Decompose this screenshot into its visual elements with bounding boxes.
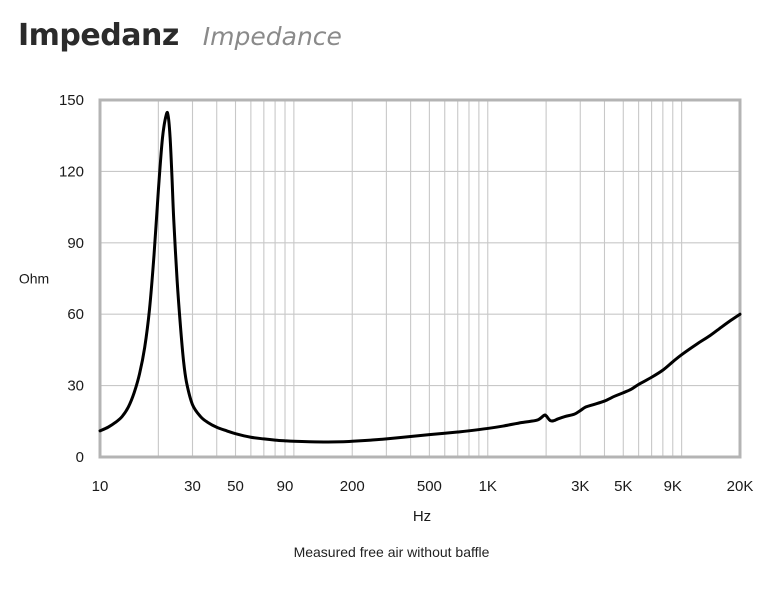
series-layer: [98, 110, 742, 444]
x-tick-label: 20K: [727, 478, 754, 495]
x-tick-label: 50: [227, 478, 244, 495]
x-tick-label: 1K: [479, 478, 497, 495]
x-tick-label: 90: [277, 478, 294, 495]
x-tick-label: 9K: [664, 478, 682, 495]
y-tick-label: 120: [59, 163, 84, 180]
grid-layer: [100, 100, 740, 457]
x-tick-label: 200: [340, 478, 365, 495]
y-tick-label: 150: [59, 92, 84, 109]
x-tick-label: 3K: [571, 478, 589, 495]
x-axis-label: Hz: [413, 508, 431, 525]
chart-caption: Measured free air without baffle: [293, 544, 490, 560]
chart-title: Impedanz: [18, 18, 179, 53]
x-tick-label: 30: [184, 478, 201, 495]
y-tick-label: 0: [76, 449, 84, 466]
x-tick-label: 10: [92, 478, 109, 495]
impedance-curve: [98, 110, 742, 444]
title-row: Impedanz Impedance: [18, 18, 342, 62]
plot-frame: [98, 98, 742, 459]
y-tick-label: 90: [67, 235, 84, 252]
x-axis-ticks: 10 30 50 90 200 500 1K 3K 5K 9K 20K: [92, 478, 754, 495]
y-tick-label: 30: [67, 378, 84, 395]
chart-subtitle: Impedance: [202, 22, 342, 51]
y-axis-ticks: 0 30 60 90 120 150: [59, 92, 84, 466]
y-tick-label: 60: [67, 306, 84, 323]
x-tick-label: 500: [417, 478, 442, 495]
y-axis-label: Ohm: [19, 271, 49, 287]
x-tick-label: 5K: [614, 478, 632, 495]
